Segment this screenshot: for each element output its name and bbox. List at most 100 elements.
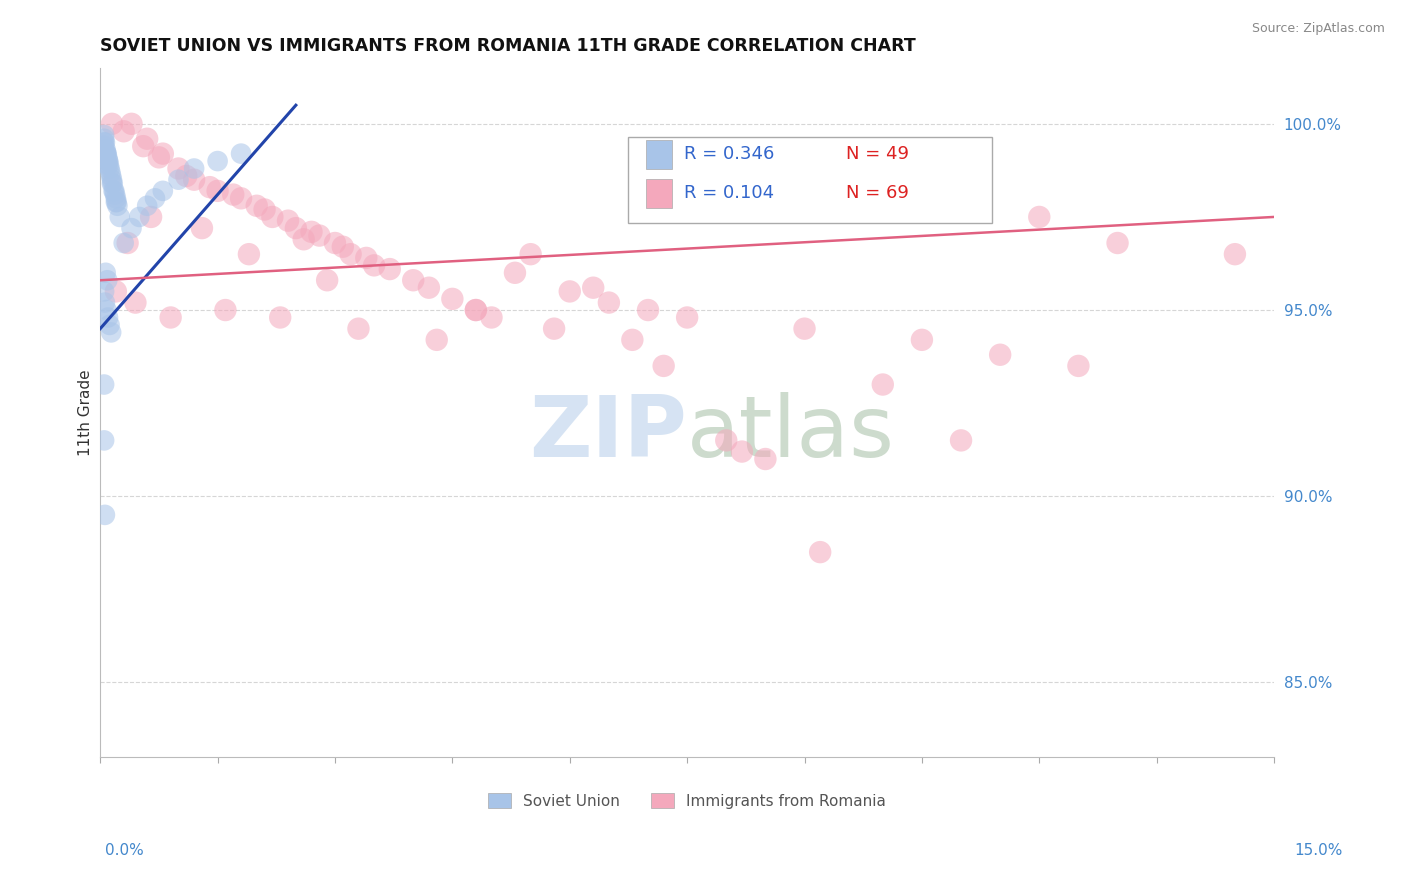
Point [98, 318, 121, 332]
Point [96, 273, 118, 287]
Point [104, 187, 127, 202]
Point [652, 359, 675, 373]
Point [183, 172, 205, 186]
Point [950, 434, 973, 448]
Point [93, 139, 115, 153]
FancyBboxPatch shape [628, 136, 993, 223]
Point [107, 199, 129, 213]
Point [100, 326, 122, 340]
Text: N = 69: N = 69 [845, 184, 908, 202]
Point [222, 187, 245, 202]
Point [207, 154, 229, 169]
Point [543, 321, 565, 335]
Point [582, 281, 605, 295]
Point [117, 235, 139, 250]
Point [152, 184, 174, 198]
Text: N = 49: N = 49 [845, 145, 908, 163]
Point [112, 235, 135, 250]
Point [793, 321, 815, 335]
Point [481, 310, 503, 325]
Text: atlas: atlas [688, 392, 896, 475]
Point [104, 285, 127, 299]
Point [159, 310, 181, 325]
Point [94, 136, 117, 150]
Point [97, 154, 120, 169]
Point [93, 285, 115, 299]
Point [167, 161, 190, 176]
Point [269, 310, 291, 325]
Point [1107, 235, 1129, 250]
Point [121, 117, 143, 131]
Point [176, 169, 198, 183]
Point [96, 146, 118, 161]
Text: SOVIET UNION VS IMMIGRANTS FROM ROMANIA 11TH GRADE CORRELATION CHART: SOVIET UNION VS IMMIGRANTS FROM ROMANIA … [100, 37, 915, 55]
Point [94, 266, 117, 280]
Point [97, 154, 120, 169]
Point [356, 251, 378, 265]
Point [441, 292, 464, 306]
Point [332, 240, 354, 254]
Text: Source: ZipAtlas.com: Source: ZipAtlas.com [1251, 22, 1385, 36]
Point [464, 303, 486, 318]
Point [104, 195, 127, 210]
Point [167, 172, 190, 186]
Point [1223, 247, 1246, 261]
Point [191, 221, 214, 235]
Point [598, 295, 620, 310]
Point [128, 210, 150, 224]
Point [93, 132, 115, 146]
Point [246, 199, 269, 213]
Bar [645, 140, 672, 169]
Point [731, 444, 754, 458]
Point [94, 508, 117, 522]
Point [93, 128, 115, 142]
Text: R = 0.104: R = 0.104 [683, 184, 773, 202]
Point [277, 213, 299, 227]
Bar [645, 179, 672, 208]
Point [97, 158, 120, 172]
Point [808, 545, 831, 559]
Point [872, 377, 894, 392]
Point [94, 143, 117, 157]
Point [101, 117, 124, 131]
Point [676, 310, 699, 325]
Point [253, 202, 276, 217]
Point [284, 221, 307, 235]
Point [152, 146, 174, 161]
Point [418, 281, 440, 295]
Point [101, 172, 124, 186]
Point [262, 210, 284, 224]
Point [93, 434, 115, 448]
Point [100, 165, 122, 179]
Point [402, 273, 425, 287]
Point [136, 199, 159, 213]
Point [716, 434, 738, 448]
Point [112, 124, 135, 138]
Point [94, 146, 117, 161]
Point [103, 184, 125, 198]
Point [139, 210, 162, 224]
Text: ZIP: ZIP [530, 392, 688, 475]
Point [103, 184, 125, 198]
Point [229, 146, 252, 161]
Point [121, 221, 143, 235]
Text: 15.0%: 15.0% [1295, 843, 1343, 858]
Point [503, 266, 526, 280]
Point [308, 228, 330, 243]
Point [292, 232, 315, 246]
Point [143, 191, 166, 205]
Point [98, 161, 121, 176]
Point [101, 177, 124, 191]
Point [93, 136, 115, 150]
Point [637, 303, 659, 318]
Y-axis label: 11th Grade: 11th Grade [79, 369, 93, 456]
Point [94, 295, 117, 310]
Point [301, 225, 323, 239]
Point [1028, 210, 1050, 224]
Point [988, 348, 1011, 362]
Point [183, 161, 205, 176]
Point [97, 310, 120, 325]
Point [207, 184, 229, 198]
Point [1067, 359, 1090, 373]
Point [426, 333, 449, 347]
